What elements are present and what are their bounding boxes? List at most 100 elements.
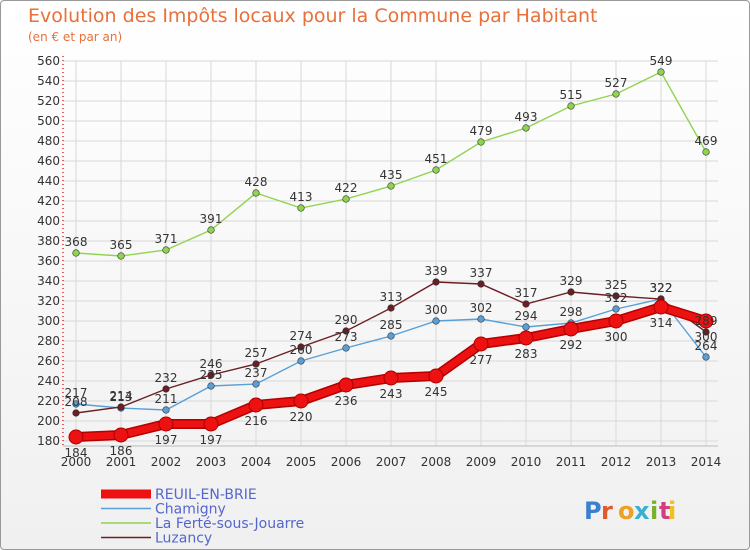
chart-title: Evolution des Impôts locaux pour la Comm… <box>28 5 598 27</box>
x-tick-label: 2011 <box>556 455 587 469</box>
data-point <box>207 371 215 379</box>
y-tick-label: 480 <box>37 134 60 148</box>
data-label: 413 <box>290 190 313 204</box>
data-point <box>252 380 260 388</box>
x-tick-label: 2013 <box>646 455 677 469</box>
data-point <box>477 138 485 146</box>
x-tick-label: 2003 <box>196 455 227 469</box>
data-point <box>387 182 395 190</box>
data-label: 469 <box>695 134 718 148</box>
series-layer <box>68 68 714 445</box>
watermark-letter: o <box>618 497 635 525</box>
data-label: 289 <box>695 314 718 328</box>
data-label: 292 <box>560 338 583 352</box>
watermark-letter: P <box>584 497 602 525</box>
data-label: 451 <box>425 152 448 166</box>
data-label: 300 <box>605 330 628 344</box>
x-tick-label: 2004 <box>241 455 272 469</box>
data-point <box>567 288 575 296</box>
legend-label: Chamigny <box>155 502 226 518</box>
data-label: 216 <box>245 414 268 428</box>
y-tick-label: 280 <box>37 334 60 348</box>
data-label: 435 <box>380 168 403 182</box>
data-point <box>522 124 530 132</box>
data-label: 274 <box>290 329 313 343</box>
watermark-letter: r <box>601 497 613 525</box>
y-tick-label: 440 <box>37 174 60 188</box>
x-tick-label: 2009 <box>466 455 497 469</box>
y-tick-label: 340 <box>37 274 60 288</box>
data-label: 232 <box>155 371 178 385</box>
data-point <box>72 409 80 417</box>
data-label: 300 <box>695 330 718 344</box>
chart-subtitle: (en € et par an) <box>28 30 123 44</box>
data-point <box>72 400 80 408</box>
data-label: 257 <box>245 346 268 360</box>
data-label: 237 <box>245 366 268 380</box>
x-tick-label: 2002 <box>151 455 182 469</box>
x-tick-label: 2008 <box>421 455 452 469</box>
data-point <box>567 102 575 110</box>
data-label: 290 <box>335 313 358 327</box>
data-label: 339 <box>425 264 448 278</box>
grid <box>63 60 718 446</box>
data-point <box>297 357 305 365</box>
data-label: 246 <box>200 357 223 371</box>
data-label: 236 <box>335 394 358 408</box>
data-label: 322 <box>650 281 673 295</box>
y-tick-label: 560 <box>37 54 60 68</box>
y-tick-label: 300 <box>37 314 60 328</box>
data-label: 527 <box>605 76 628 90</box>
data-label: 428 <box>245 175 268 189</box>
data-label: 277 <box>470 353 493 367</box>
data-point <box>608 313 624 329</box>
data-point <box>252 360 260 368</box>
data-point <box>477 280 485 288</box>
data-point <box>113 427 129 443</box>
data-point <box>432 317 440 325</box>
x-tick-label: 2000 <box>61 455 92 469</box>
data-point <box>158 416 174 432</box>
data-point <box>162 385 170 393</box>
data-point <box>563 321 579 337</box>
data-label: 325 <box>605 278 628 292</box>
data-label: 329 <box>560 274 583 288</box>
x-tick-label: 2006 <box>331 455 362 469</box>
data-label: 283 <box>515 347 538 361</box>
data-point <box>342 327 350 335</box>
legend-label: Luzancy <box>155 531 212 547</box>
data-point <box>473 336 489 352</box>
data-label: 273 <box>335 330 358 344</box>
data-point <box>338 377 354 393</box>
data-label: 371 <box>155 232 178 246</box>
data-point <box>477 315 485 323</box>
data-point <box>162 406 170 414</box>
y-tick-label: 320 <box>37 294 60 308</box>
data-label: 186 <box>110 444 133 458</box>
data-label: 208 <box>65 395 88 409</box>
data-label: 213 <box>110 390 133 404</box>
y-tick-label: 220 <box>37 394 60 408</box>
x-tick-label: 2012 <box>601 455 632 469</box>
data-label: 245 <box>425 385 448 399</box>
y-tick-label: 260 <box>37 354 60 368</box>
axes: 180 200 220 240 260 280 300 320 340 360 380 400 420 4… <box>37 54 721 469</box>
data-point <box>612 305 620 313</box>
data-label: 214 <box>110 389 133 403</box>
data-point <box>297 204 305 212</box>
data-label: 260 <box>290 343 313 357</box>
data-point <box>653 299 669 315</box>
data-label: 322 <box>650 281 673 295</box>
data-label: 300 <box>425 303 448 317</box>
data-label: 422 <box>335 181 358 195</box>
data-label: 264 <box>695 339 718 353</box>
y-tick-label: 420 <box>37 194 60 208</box>
x-tick-label: 2005 <box>286 455 317 469</box>
y-tick-label: 500 <box>37 114 60 128</box>
data-point <box>68 429 84 445</box>
data-point <box>432 166 440 174</box>
data-point <box>702 328 710 336</box>
data-label: 365 <box>110 238 133 252</box>
data-label: 317 <box>515 286 538 300</box>
